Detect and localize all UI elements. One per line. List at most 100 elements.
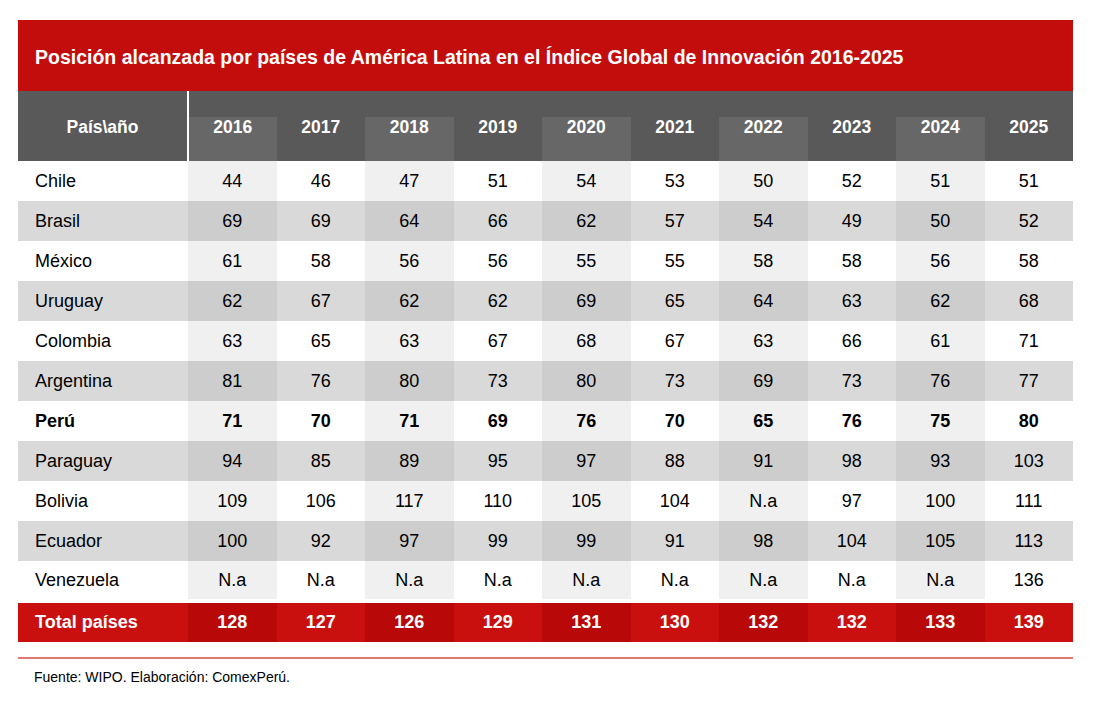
country-row: Uruguay62676262696564636268 [18,281,1073,321]
total-label-cell: Total países [18,601,188,642]
value-cell: 63 [188,321,277,361]
country-name-cell: Ecuador [18,521,188,561]
value-cell: 53 [631,161,720,201]
value-cell: 98 [808,441,897,481]
year-header-cell: 2018 [365,91,454,161]
value-cell: 51 [896,161,985,201]
value-cell: 71 [985,321,1074,361]
country-name-cell: Colombia [18,321,188,361]
value-cell: 62 [365,281,454,321]
value-cell: N.a [719,561,808,601]
value-cell: 54 [719,201,808,241]
country-name-cell: Uruguay [18,281,188,321]
value-cell: 104 [808,521,897,561]
value-cell: 73 [631,361,720,401]
table-body: Chile44464751545350525151Brasil696964666… [18,161,1073,642]
value-cell: N.a [719,481,808,521]
value-cell: 81 [188,361,277,401]
year-header-cell: 2023 [808,91,897,161]
country-name-cell: Perú [18,401,188,441]
value-cell: 100 [896,481,985,521]
total-value-cell: 132 [719,601,808,642]
year-header-cell: 2019 [454,91,543,161]
value-cell: 69 [454,401,543,441]
total-value-cell: 130 [631,601,720,642]
value-cell: 62 [542,201,631,241]
value-cell: 55 [542,241,631,281]
country-row: México61585656555558585658 [18,241,1073,281]
value-cell: 65 [631,281,720,321]
corner-header-cell: País\año [18,91,188,161]
value-cell: 94 [188,441,277,481]
year-header-cell: 2024 [896,91,985,161]
value-cell: 57 [631,201,720,241]
value-cell: 75 [896,401,985,441]
value-cell: 76 [542,401,631,441]
country-row: Brasil69696466625754495052 [18,201,1073,241]
value-cell: 91 [631,521,720,561]
value-cell: 71 [365,401,454,441]
year-header-cell: 2022 [719,91,808,161]
value-cell: 65 [277,321,366,361]
value-cell: 95 [454,441,543,481]
header-row: País\año20162017201820192020202120222023… [18,91,1073,161]
year-header-cell: 2025 [985,91,1074,161]
value-cell: N.a [277,561,366,601]
value-cell: 111 [985,481,1074,521]
country-row: Colombia63656367686763666171 [18,321,1073,361]
value-cell: N.a [454,561,543,601]
total-value-cell: 126 [365,601,454,642]
country-row: Bolivia109106117110105104N.a97100111 [18,481,1073,521]
value-cell: 52 [985,201,1074,241]
value-cell: 91 [719,441,808,481]
value-cell: 113 [985,521,1074,561]
value-cell: 80 [365,361,454,401]
country-row: Ecuador100929799999198104105113 [18,521,1073,561]
value-cell: N.a [808,561,897,601]
total-value-cell: 132 [808,601,897,642]
value-cell: 68 [985,281,1074,321]
value-cell: 85 [277,441,366,481]
value-cell: 62 [188,281,277,321]
value-cell: 54 [542,161,631,201]
value-cell: 46 [277,161,366,201]
total-value-cell: 129 [454,601,543,642]
value-cell: N.a [188,561,277,601]
value-cell: 58 [808,241,897,281]
year-header-cell: 2021 [631,91,720,161]
country-name-cell: Argentina [18,361,188,401]
table-title: Posición alcanzada por países de América… [18,20,1073,91]
value-cell: 56 [454,241,543,281]
value-cell: 64 [719,281,808,321]
total-value-cell: 133 [896,601,985,642]
value-cell: 88 [631,441,720,481]
value-cell: 106 [277,481,366,521]
value-cell: 67 [277,281,366,321]
value-cell: 50 [719,161,808,201]
value-cell: 77 [985,361,1074,401]
value-cell: 63 [808,281,897,321]
value-cell: 62 [454,281,543,321]
value-cell: 69 [277,201,366,241]
value-cell: 97 [542,441,631,481]
value-cell: N.a [542,561,631,601]
value-cell: 76 [808,401,897,441]
value-cell: 100 [188,521,277,561]
value-cell: 110 [454,481,543,521]
value-cell: 97 [808,481,897,521]
value-cell: 117 [365,481,454,521]
value-cell: 49 [808,201,897,241]
total-value-cell: 139 [985,601,1074,642]
innovation-index-table: Posición alcanzada por países de América… [18,20,1073,685]
total-value-cell: 131 [542,601,631,642]
country-name-cell: Venezuela [18,561,188,601]
value-cell: N.a [631,561,720,601]
value-cell: 109 [188,481,277,521]
country-name-cell: Paraguay [18,441,188,481]
value-cell: 58 [985,241,1074,281]
value-cell: 63 [365,321,454,361]
value-cell: 61 [188,241,277,281]
value-cell: 68 [542,321,631,361]
value-cell: 99 [454,521,543,561]
country-name-cell: Chile [18,161,188,201]
